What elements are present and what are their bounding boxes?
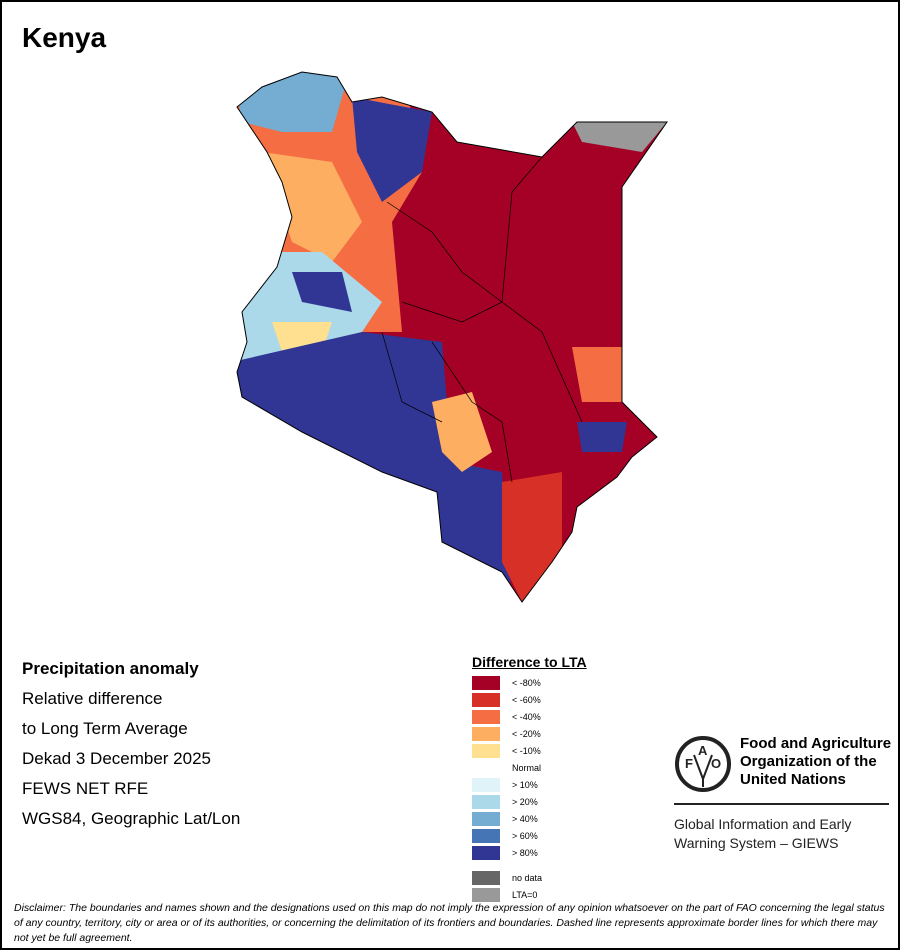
info-line-4: FEWS NET RFE	[22, 779, 149, 798]
legend-item: < -10%	[472, 742, 587, 759]
svg-text:O: O	[711, 756, 721, 771]
giews-line-1: Global Information and Early	[674, 816, 852, 832]
legend-item: > 80%	[472, 844, 587, 861]
info-line-3: Dekad 3 December 2025	[22, 749, 212, 768]
info-line-2: to Long Term Average	[22, 719, 188, 738]
fao-logo: F A O Food and Agriculture Organization …	[674, 735, 891, 851]
legend-swatch	[472, 709, 500, 724]
legend-label: > 40%	[512, 813, 538, 824]
region-lta-zero	[572, 122, 667, 152]
legend-item: > 20%	[472, 793, 587, 810]
svg-text:F: F	[685, 756, 693, 771]
fao-name-line-1: Food and Agriculture	[740, 735, 892, 752]
legend-item: > 10%	[472, 776, 587, 793]
region-above-20	[237, 252, 382, 362]
legend-label: < -80%	[512, 677, 541, 688]
legend-item: < -80%	[472, 674, 587, 691]
precipitation-anomaly-map	[236, 71, 668, 603]
legend-item: no data	[472, 869, 587, 886]
admin-boundaries	[381, 156, 583, 483]
legend-label: LTA=0	[512, 889, 538, 900]
legend-swatch	[472, 870, 500, 885]
info-line-1: Relative difference	[22, 689, 163, 708]
legend-swatch	[472, 811, 500, 826]
legend-swatch	[472, 743, 500, 758]
legend-swatch	[472, 794, 500, 809]
region-above-80-turkana	[352, 97, 432, 202]
legend-item: Normal	[472, 759, 587, 776]
legend-label: < -20%	[512, 728, 541, 739]
legend-item: > 40%	[472, 810, 587, 827]
legend-item: < -40%	[472, 708, 587, 725]
legend-swatch	[472, 887, 500, 902]
legend-swatch	[472, 845, 500, 860]
legend-swatch	[472, 726, 500, 741]
fao-name-line-3: United Nations	[740, 771, 846, 788]
legend-label: > 80%	[512, 847, 538, 858]
legend-label: no data	[512, 872, 543, 883]
region-below-40-east	[572, 347, 622, 402]
region-below-20-central	[432, 392, 492, 472]
region-above-80-west	[292, 272, 352, 312]
fao-name-line-2: Organization of the	[740, 753, 877, 770]
legend-label: Normal	[512, 762, 542, 773]
logo-divider	[674, 803, 889, 805]
legend-label: < -10%	[512, 745, 541, 756]
legend-title: Difference to LTA	[472, 654, 587, 670]
region-above-80-coast	[577, 422, 627, 452]
legend-item: < -60%	[472, 691, 587, 708]
disclaimer: Disclaimer: The boundaries and names sho…	[14, 902, 885, 944]
legend-swatch	[472, 760, 500, 775]
legend-item: > 60%	[472, 827, 587, 844]
legend-swatch	[472, 828, 500, 843]
legend-label: > 60%	[512, 830, 538, 841]
legend-swatch	[472, 675, 500, 690]
svg-text:A: A	[698, 743, 708, 758]
legend-item: < -20%	[472, 725, 587, 742]
region-below-20	[262, 152, 362, 262]
legend-label: > 20%	[512, 796, 538, 807]
legend: Difference to LTA < -80% < -60% < -40% < -2…	[472, 654, 587, 903]
giews-line-2: Warning System – GIEWS	[674, 835, 839, 851]
info-line-5: WGS84, Geographic Lat/Lon	[22, 809, 241, 828]
legend-swatch	[472, 777, 500, 792]
fao-emblem-icon: F A O	[675, 736, 731, 792]
info-heading: Precipitation anomaly	[22, 659, 199, 678]
legend-item: LTA=0	[472, 886, 587, 903]
country-border	[236, 71, 668, 603]
map-title: Kenya	[22, 22, 107, 53]
legend-label: < -60%	[512, 694, 541, 705]
legend-swatch	[472, 692, 500, 707]
legend-label: > 10%	[512, 779, 538, 790]
legend-label: < -40%	[512, 711, 541, 722]
